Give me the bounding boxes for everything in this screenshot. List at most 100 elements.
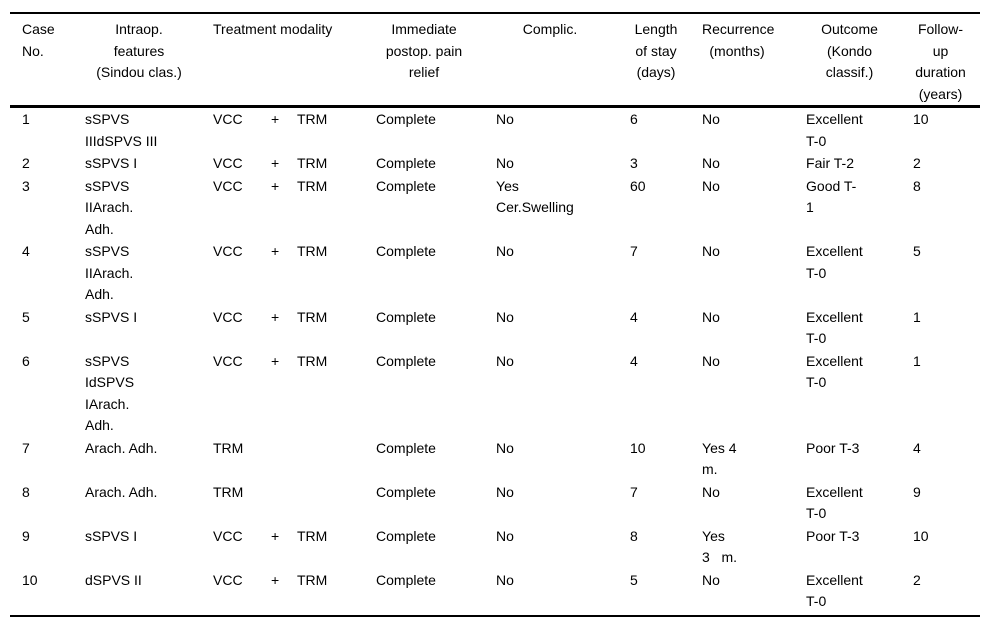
- col-header-outcome: Outcome (Kondo classif.): [806, 13, 914, 108]
- cell-follow-up: 1: [913, 308, 921, 325]
- cell-treatment-secondary: TRM: [297, 155, 328, 171]
- cell-treatment-secondary: [297, 481, 376, 525]
- cell-treatment-secondary: TRM: [297, 308, 328, 325]
- cell-length-of-stay: 10: [630, 439, 646, 456]
- cell-outcome: Excellent T-0: [806, 243, 863, 281]
- clinical-cases-table-container: Case No. Intraop. features (Sindou clas.…: [10, 12, 981, 617]
- cell-complications: No: [496, 527, 514, 544]
- cell-outcome: Poor T-3: [806, 439, 860, 456]
- cell-follow-up: 2: [913, 155, 921, 171]
- cell-length-of-stay: 3: [630, 155, 638, 171]
- cell-treatment-secondary: TRM: [297, 527, 328, 544]
- cell-recurrence: No: [702, 177, 720, 194]
- cell-follow-up: 10: [913, 111, 929, 127]
- table-row: 6 sSPVS IdSPVS IArach. Adh. VCC + TRM Co…: [10, 350, 980, 437]
- cell-treatment-plus: +: [271, 352, 280, 369]
- cell-recurrence: Yes 3 m.: [702, 527, 738, 566]
- table-row: 1 sSPVS IIIdSPVS III VCC + TRM Complete …: [10, 107, 980, 153]
- cell-recurrence: No: [702, 155, 720, 171]
- cell-case-no: 7: [22, 439, 30, 456]
- col-header-pain-relief: Immediate postop. pain relief: [376, 13, 497, 108]
- cell-length-of-stay: 7: [630, 243, 638, 259]
- cell-complications: No: [496, 571, 514, 588]
- cell-pain-relief: Complete: [376, 571, 436, 588]
- table-row: 10 dSPVS II VCC + TRM Complete No 5 No E…: [10, 569, 980, 616]
- cell-features: sSPVS IIArach. Adh.: [85, 243, 134, 302]
- cell-treatment-primary: TRM: [213, 483, 244, 500]
- cell-treatment-primary: VCC: [213, 177, 243, 194]
- cell-outcome: Excellent T-0: [806, 352, 863, 391]
- cell-case-no: 1: [22, 111, 30, 127]
- cell-length-of-stay: 7: [630, 483, 638, 500]
- cell-follow-up: 10: [913, 527, 929, 544]
- cell-treatment-primary: VCC: [213, 527, 243, 544]
- cell-treatment-primary: VCC: [213, 308, 243, 325]
- cell-treatment-primary: VCC: [213, 352, 243, 369]
- cell-treatment-plus: +: [271, 571, 280, 588]
- table-row: 4 sSPVS IIArach. Adh. VCC + TRM Complete…: [10, 240, 980, 306]
- cell-treatment-plus: [271, 481, 297, 525]
- cell-outcome: Fair T-2: [806, 155, 854, 171]
- cell-treatment-secondary: TRM: [297, 571, 328, 588]
- cell-pain-relief: Complete: [376, 308, 436, 325]
- header-row: Case No. Intraop. features (Sindou clas.…: [10, 13, 981, 108]
- cell-treatment-plus: +: [271, 177, 280, 194]
- clinical-cases-table: Case No. Intraop. features (Sindou clas.…: [10, 12, 981, 617]
- cell-complications: No: [496, 308, 514, 325]
- table-row: 5 sSPVS I VCC + TRM Complete No 4 No Exc…: [10, 306, 980, 350]
- cell-pain-relief: Complete: [376, 527, 436, 544]
- cell-follow-up: 1: [913, 352, 921, 369]
- cell-treatment-secondary: TRM: [297, 352, 328, 369]
- cell-treatment-secondary: [297, 437, 376, 481]
- cell-recurrence: No: [702, 571, 720, 588]
- cell-case-no: 8: [22, 483, 30, 500]
- cell-features: sSPVS IIIdSPVS III: [85, 111, 158, 149]
- cell-outcome: Good T- 1: [806, 177, 857, 216]
- cell-follow-up: 8: [913, 177, 921, 194]
- cell-length-of-stay: 60: [630, 177, 646, 194]
- cell-complications: No: [496, 111, 514, 127]
- cell-features: sSPVS I: [85, 308, 138, 325]
- cell-length-of-stay: 6: [630, 111, 638, 127]
- cell-outcome: Excellent T-0: [806, 483, 863, 522]
- cell-case-no: 10: [22, 571, 38, 588]
- col-header-treatment-modality: Treatment modality: [213, 13, 377, 108]
- cell-recurrence: No: [702, 308, 720, 325]
- cell-case-no: 2: [22, 155, 30, 171]
- cell-features: Arach. Adh.: [85, 439, 158, 456]
- cell-treatment-primary: TRM: [213, 439, 244, 456]
- cell-complications: No: [496, 483, 514, 500]
- cell-length-of-stay: 5: [630, 571, 638, 588]
- cell-recurrence: No: [702, 352, 720, 369]
- cell-complications: Yes Cer.Swelling: [496, 177, 574, 216]
- cell-pain-relief: Complete: [376, 243, 436, 259]
- cell-recurrence: No: [702, 111, 720, 127]
- cell-recurrence: No: [702, 483, 720, 500]
- cell-treatment-plus: +: [271, 243, 280, 259]
- cell-outcome: Excellent T-0: [806, 571, 863, 610]
- col-header-length-of-stay: Length of stay (days): [630, 13, 703, 108]
- table-row: 9 sSPVS I VCC + TRM Complete No 8 Yes 3 …: [10, 525, 980, 569]
- col-header-follow-up: Follow- up duration (years): [913, 13, 981, 108]
- cell-complications: No: [496, 243, 514, 259]
- table-row: 2 sSPVS I VCC + TRM Complete No 3 No Fai…: [10, 152, 980, 175]
- cell-features: sSPVS IdSPVS IArach. Adh.: [85, 352, 135, 434]
- cell-follow-up: 4: [913, 439, 921, 456]
- cell-features: sSPVS I: [85, 527, 138, 544]
- cell-length-of-stay: 4: [630, 308, 638, 325]
- cell-features: Arach. Adh.: [85, 483, 158, 500]
- cell-pain-relief: Complete: [376, 155, 436, 171]
- cell-outcome: Excellent T-0: [806, 308, 863, 347]
- cell-pain-relief: Complete: [376, 483, 436, 500]
- cell-treatment-primary: VCC: [213, 571, 243, 588]
- cell-length-of-stay: 4: [630, 352, 638, 369]
- cell-pain-relief: Complete: [376, 111, 436, 127]
- cell-case-no: 4: [22, 243, 30, 259]
- cell-features: sSPVS IIArach. Adh.: [85, 177, 134, 237]
- table-row: 3 sSPVS IIArach. Adh. VCC + TRM Complete…: [10, 175, 980, 241]
- cell-case-no: 6: [22, 352, 30, 369]
- table-row: 8 Arach. Adh. TRM Complete No 7 No Excel…: [10, 481, 980, 525]
- cell-complications: No: [496, 155, 514, 171]
- cell-treatment-plus: +: [271, 527, 280, 544]
- cell-follow-up: 5: [913, 243, 921, 259]
